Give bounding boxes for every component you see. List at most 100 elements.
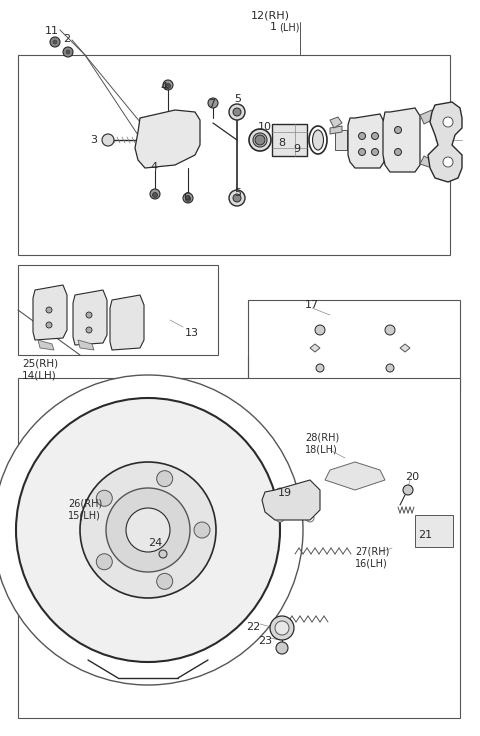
Circle shape <box>208 98 218 108</box>
Circle shape <box>395 149 401 155</box>
Circle shape <box>316 364 324 372</box>
Text: 27(RH): 27(RH) <box>355 546 389 556</box>
Polygon shape <box>400 344 410 352</box>
Text: 16(LH): 16(LH) <box>355 558 388 568</box>
Circle shape <box>229 104 245 120</box>
Text: 13: 13 <box>185 328 199 338</box>
Text: 21: 21 <box>418 530 432 540</box>
Polygon shape <box>330 126 342 134</box>
Text: 22: 22 <box>246 622 260 632</box>
Bar <box>335 130 347 150</box>
Text: 4: 4 <box>160 82 167 92</box>
Text: 15(LH): 15(LH) <box>68 510 101 520</box>
Circle shape <box>385 325 395 335</box>
Circle shape <box>276 642 288 654</box>
Text: (LH): (LH) <box>279 22 300 32</box>
Circle shape <box>386 364 394 372</box>
Circle shape <box>359 132 365 140</box>
Text: 11: 11 <box>45 26 59 36</box>
Text: 8: 8 <box>278 138 285 148</box>
Ellipse shape <box>309 126 327 154</box>
Circle shape <box>443 117 453 127</box>
Polygon shape <box>420 156 436 168</box>
Text: 19: 19 <box>278 488 292 498</box>
Circle shape <box>270 616 294 640</box>
Text: 4: 4 <box>150 162 157 172</box>
Bar <box>18 265 218 355</box>
Circle shape <box>156 470 173 486</box>
Bar <box>248 300 460 390</box>
Bar <box>18 55 450 255</box>
Ellipse shape <box>249 129 271 151</box>
Circle shape <box>159 550 167 558</box>
Text: 17: 17 <box>305 300 319 310</box>
Circle shape <box>255 135 265 145</box>
Bar <box>18 378 460 718</box>
Circle shape <box>276 488 284 496</box>
Circle shape <box>53 40 57 44</box>
Text: 20: 20 <box>405 472 419 482</box>
Circle shape <box>156 573 173 590</box>
Circle shape <box>315 325 325 335</box>
Circle shape <box>153 193 157 197</box>
Polygon shape <box>73 290 107 345</box>
Polygon shape <box>428 102 462 182</box>
Ellipse shape <box>253 133 267 147</box>
Circle shape <box>194 522 210 538</box>
Circle shape <box>359 149 365 155</box>
Text: 3: 3 <box>90 135 97 145</box>
Circle shape <box>306 514 314 522</box>
Ellipse shape <box>312 130 324 150</box>
Text: 5: 5 <box>234 188 241 198</box>
Polygon shape <box>135 110 200 168</box>
Circle shape <box>126 508 170 552</box>
Text: 23: 23 <box>258 636 272 646</box>
Circle shape <box>163 80 173 90</box>
Circle shape <box>233 194 241 202</box>
Circle shape <box>0 375 303 685</box>
Circle shape <box>276 514 284 522</box>
Polygon shape <box>348 114 384 168</box>
Text: 28(RH): 28(RH) <box>305 432 339 442</box>
Circle shape <box>96 553 112 570</box>
Text: 24: 24 <box>148 538 162 548</box>
Circle shape <box>86 327 92 333</box>
Circle shape <box>229 190 245 206</box>
Polygon shape <box>330 117 342 128</box>
Circle shape <box>443 157 453 167</box>
Polygon shape <box>33 285 67 340</box>
Circle shape <box>166 83 170 88</box>
Circle shape <box>86 312 92 318</box>
Circle shape <box>233 108 241 116</box>
Text: 12(RH): 12(RH) <box>251 11 289 21</box>
Circle shape <box>306 488 314 496</box>
Polygon shape <box>420 110 436 124</box>
Polygon shape <box>38 340 54 350</box>
Circle shape <box>395 127 401 133</box>
Bar <box>415 515 453 547</box>
Text: 2: 2 <box>63 34 70 44</box>
Circle shape <box>16 398 280 662</box>
Text: 1: 1 <box>270 22 277 32</box>
Polygon shape <box>310 344 320 352</box>
Circle shape <box>46 307 52 313</box>
Text: 26(RH): 26(RH) <box>68 498 102 508</box>
Text: 7: 7 <box>208 99 215 109</box>
Polygon shape <box>78 340 94 350</box>
Circle shape <box>66 50 70 54</box>
Text: 6: 6 <box>183 192 190 202</box>
Polygon shape <box>110 295 144 350</box>
Bar <box>272 124 307 156</box>
Circle shape <box>63 47 73 57</box>
Circle shape <box>80 462 216 598</box>
Circle shape <box>106 488 190 572</box>
Text: 9: 9 <box>293 144 300 154</box>
Circle shape <box>96 490 112 506</box>
Text: 14(LH): 14(LH) <box>22 370 57 380</box>
Circle shape <box>102 134 114 146</box>
Circle shape <box>50 37 60 47</box>
Text: 18(LH): 18(LH) <box>305 444 338 454</box>
Polygon shape <box>325 462 385 490</box>
Circle shape <box>403 485 413 495</box>
Text: 10: 10 <box>258 122 272 132</box>
